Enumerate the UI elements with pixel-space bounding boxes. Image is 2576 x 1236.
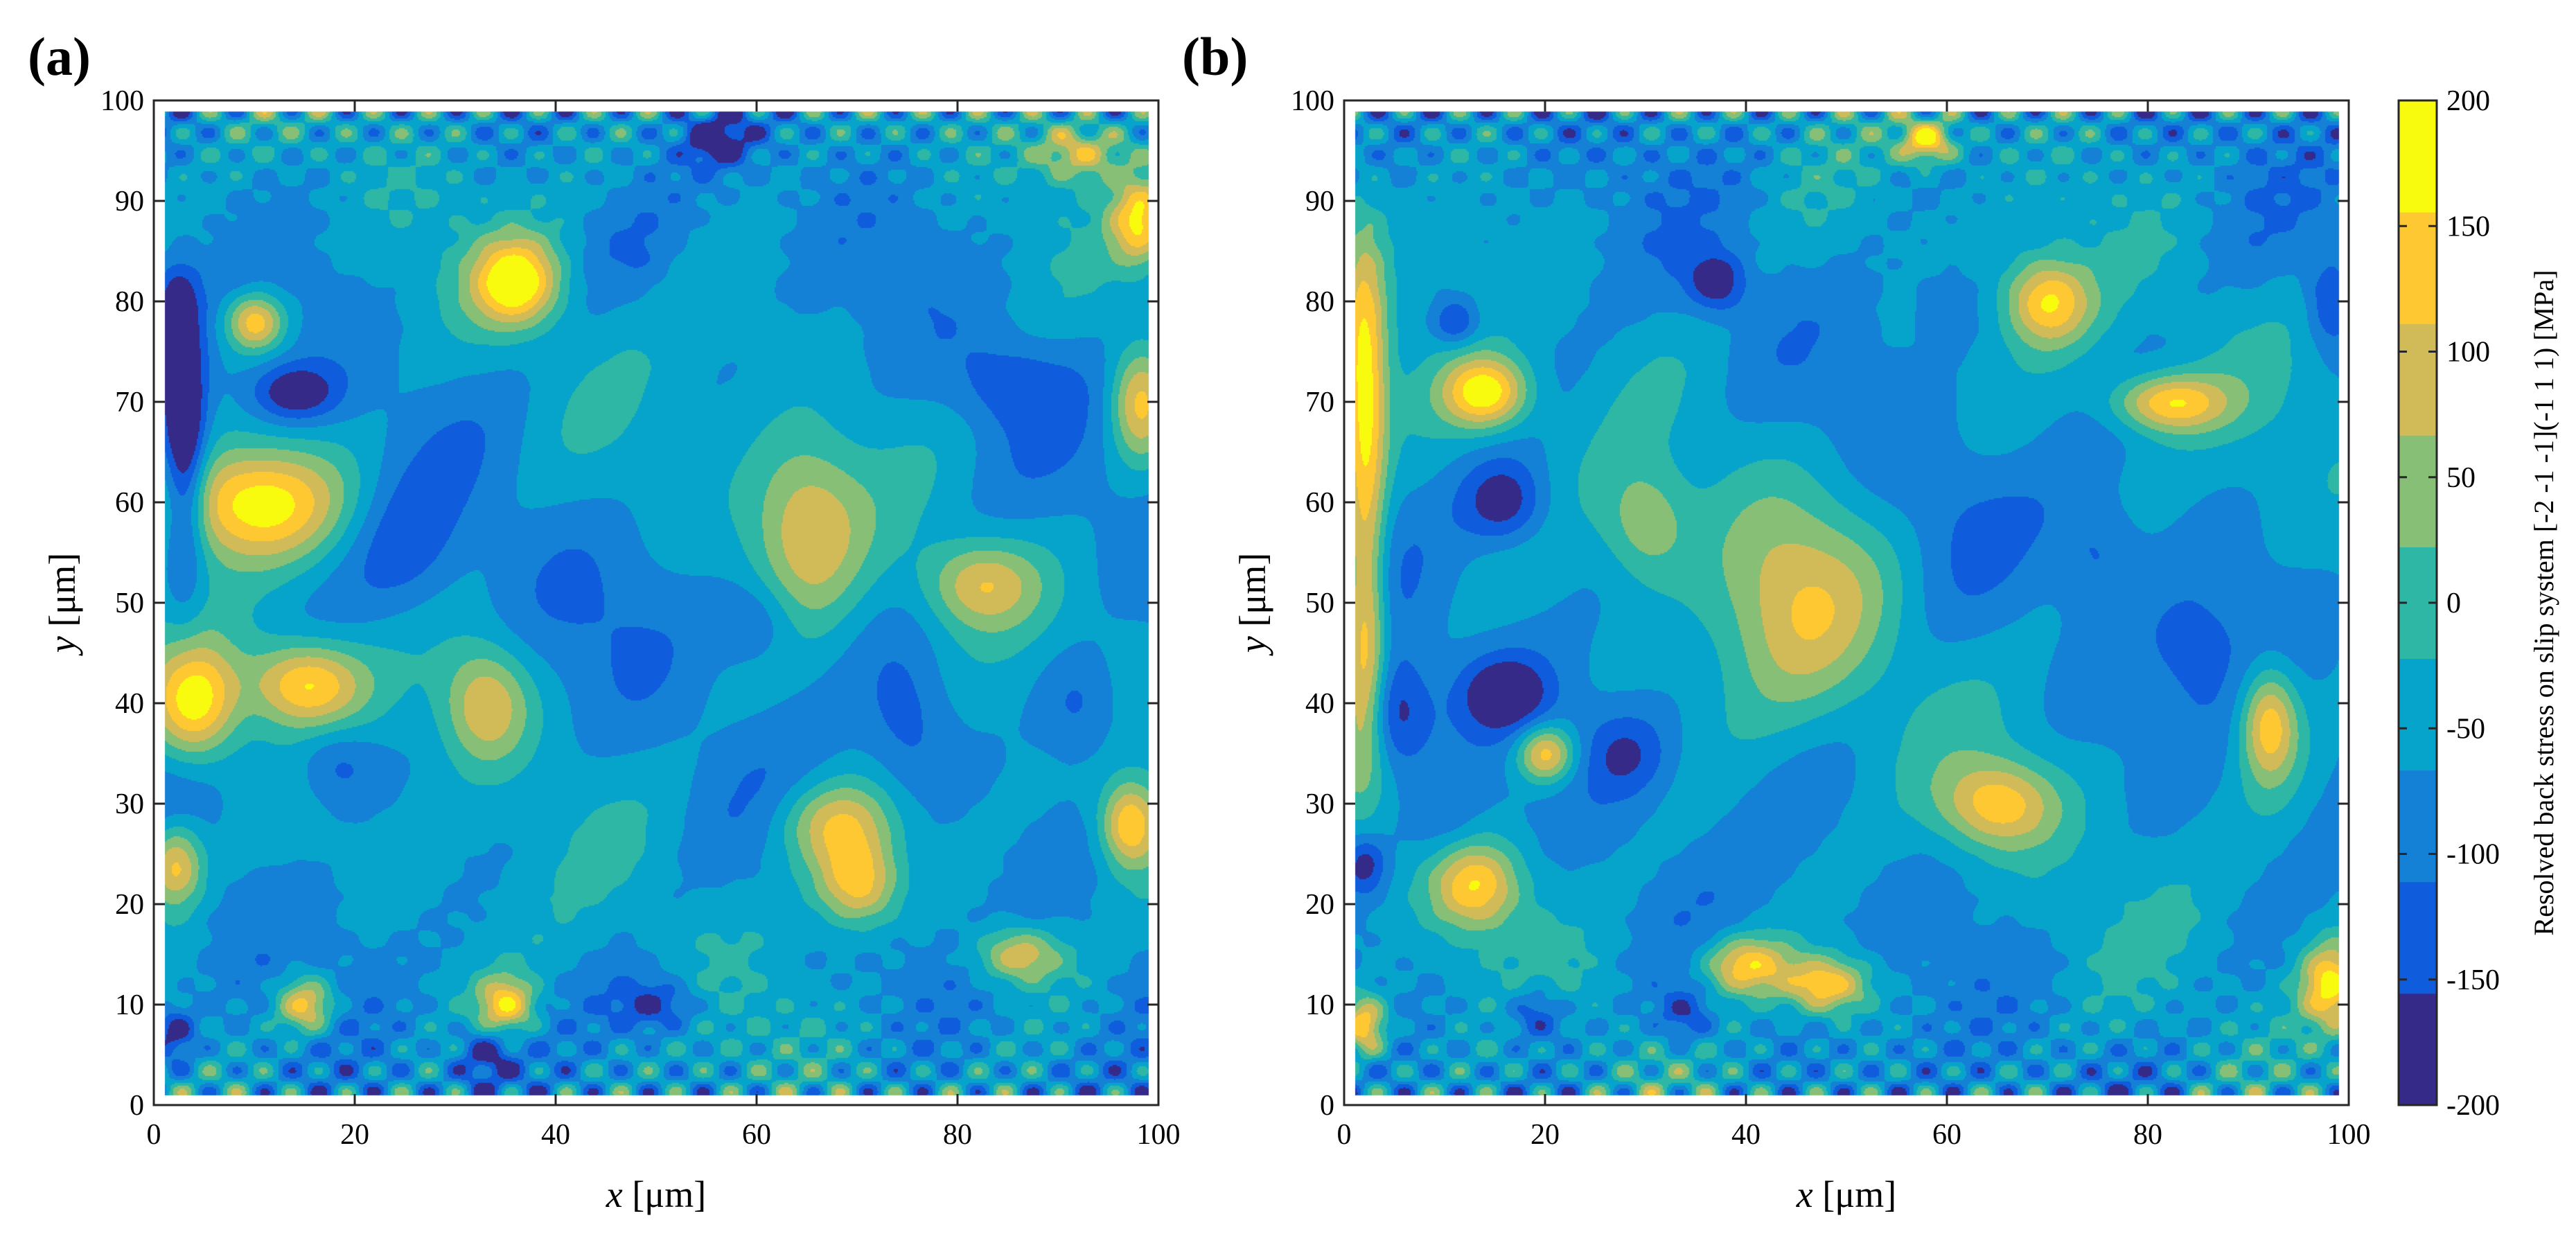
panel-b-ytick-label: 30 xyxy=(1305,788,1334,820)
colorbar-tick-label: 0 xyxy=(2446,588,2461,619)
panel-a-ytick-label: 0 xyxy=(130,1090,144,1122)
panel-a-xlabel: x [μm] xyxy=(606,1174,706,1215)
colorbar: 200 150 100 50 0 -50 -100 -150 -200 Resolved bac… xyxy=(2397,85,2559,1122)
panel-a-xtick-label: 60 xyxy=(742,1119,771,1151)
panel-b-xtick-label: 0 xyxy=(1337,1119,1352,1151)
panel-b-xlabel-var: x xyxy=(1796,1174,1813,1215)
panel-a-ytick-label: 40 xyxy=(115,688,144,720)
panel-a-ytick-label: 80 xyxy=(115,286,144,318)
panel-a-xtick-label: 0 xyxy=(147,1119,161,1151)
panel-a-ylabel-var: y xyxy=(42,636,83,656)
colorbar-tick-label: 50 xyxy=(2446,462,2476,494)
colorbar-band xyxy=(2399,324,2437,436)
panel-b-ytick-label: 10 xyxy=(1305,989,1334,1021)
panel-a-ytick-label: 70 xyxy=(115,387,144,418)
colorbar-band xyxy=(2399,435,2437,547)
panel-b-xlabel: x [μm] xyxy=(1796,1174,1896,1215)
panel-a-ytick-label: 10 xyxy=(115,989,144,1021)
panel-a-xlabel-unit: [μm] xyxy=(623,1174,706,1215)
colorbar-tick-label: 100 xyxy=(2446,337,2490,369)
colorbar-bands xyxy=(2399,100,2437,1106)
panel-a-ytick-label: 20 xyxy=(115,889,144,921)
panel-b-ticks: 0 20 40 60 80 100 0 10 20 30 40 50 60 70 80 90 100 xyxy=(1291,85,2371,1151)
panel-b-ytick-label: 20 xyxy=(1305,889,1334,921)
panel-b-xtick-label: 100 xyxy=(2327,1119,2371,1151)
panel-a-ytick-label: 90 xyxy=(115,186,144,218)
panel-b-ytick-label: 70 xyxy=(1305,387,1334,418)
panel-b-ylabel-var: y xyxy=(1232,636,1273,656)
colorbar-label: Resolved back stress on slip system [-2 … xyxy=(2528,270,2559,936)
panel-a-xtick-label: 100 xyxy=(1137,1119,1181,1151)
panel-b-heatmap xyxy=(1344,100,2349,1105)
panel-a-xlabel-var: x xyxy=(606,1174,623,1215)
panel-a-xtick-label: 40 xyxy=(541,1119,570,1151)
colorbar-tick-label: 200 xyxy=(2446,85,2490,117)
colorbar-tick-label: -50 xyxy=(2446,713,2485,745)
colorbar-tick-label: -200 xyxy=(2446,1090,2500,1122)
panel-b-ytick-label: 100 xyxy=(1291,85,1334,117)
panel-b-label: (b) xyxy=(1182,26,1248,87)
panel-a-ytick-label: 100 xyxy=(100,85,144,117)
colorbar-tick-label: -100 xyxy=(2446,839,2500,871)
panel-a-xtick-label: 80 xyxy=(943,1119,972,1151)
panel-b-ytick-label: 50 xyxy=(1305,588,1334,619)
panel-a-ylabel-unit: [μm] xyxy=(42,553,83,636)
panel-a-label: (a) xyxy=(28,26,91,87)
panel-a-ytick-label: 50 xyxy=(115,588,144,619)
colorbar-band xyxy=(2399,770,2437,883)
panel-b-xtick-label: 20 xyxy=(1530,1119,1560,1151)
colorbar-tick-label: 150 xyxy=(2446,211,2490,242)
panel-a: (a) 0 20 40 60 80 100 0 10 20 30 40 50 60 70 80 90 100 x… xyxy=(28,26,1181,1215)
panel-a-ticks: 0 20 40 60 80 100 0 10 20 30 40 50 60 70 80 90 100 xyxy=(100,85,1181,1151)
panel-b-ytick-label: 80 xyxy=(1305,286,1334,318)
panel-b-ytick-label: 0 xyxy=(1320,1090,1334,1122)
panel-b-xtick-label: 60 xyxy=(1932,1119,1961,1151)
colorbar-band xyxy=(2399,881,2437,994)
panel-a-ytick-label: 60 xyxy=(115,487,144,519)
colorbar-band xyxy=(2399,658,2437,771)
colorbar-ticks: 200 150 100 50 0 -50 -100 -150 -200 xyxy=(2399,85,2500,1122)
panel-b-ytick-label: 90 xyxy=(1305,186,1334,218)
colorbar-band xyxy=(2399,993,2437,1106)
panel-b: (b) 0 20 40 60 80 100 0 10 20 30 40 50 60 70 80 90 100 x… xyxy=(1182,26,2371,1215)
panel-a-heatmap xyxy=(154,100,1158,1105)
panel-b-ytick-label: 40 xyxy=(1305,688,1334,720)
panel-b-ytick-label: 60 xyxy=(1305,487,1334,519)
panel-b-ylabel-unit: [μm] xyxy=(1232,553,1273,636)
panel-a-xtick-label: 20 xyxy=(340,1119,369,1151)
colorbar-band xyxy=(2399,100,2437,213)
panel-b-xtick-label: 80 xyxy=(2133,1119,2162,1151)
colorbar-tick-label: -150 xyxy=(2446,964,2500,996)
panel-b-xtick-label: 40 xyxy=(1731,1119,1761,1151)
colorbar-band xyxy=(2399,212,2437,324)
panel-a-ytick-label: 30 xyxy=(115,788,144,820)
panel-b-xlabel-unit: [μm] xyxy=(1813,1174,1896,1215)
panel-a-ylabel: y [μm] xyxy=(42,553,83,656)
panel-b-ylabel: y [μm] xyxy=(1232,553,1273,656)
